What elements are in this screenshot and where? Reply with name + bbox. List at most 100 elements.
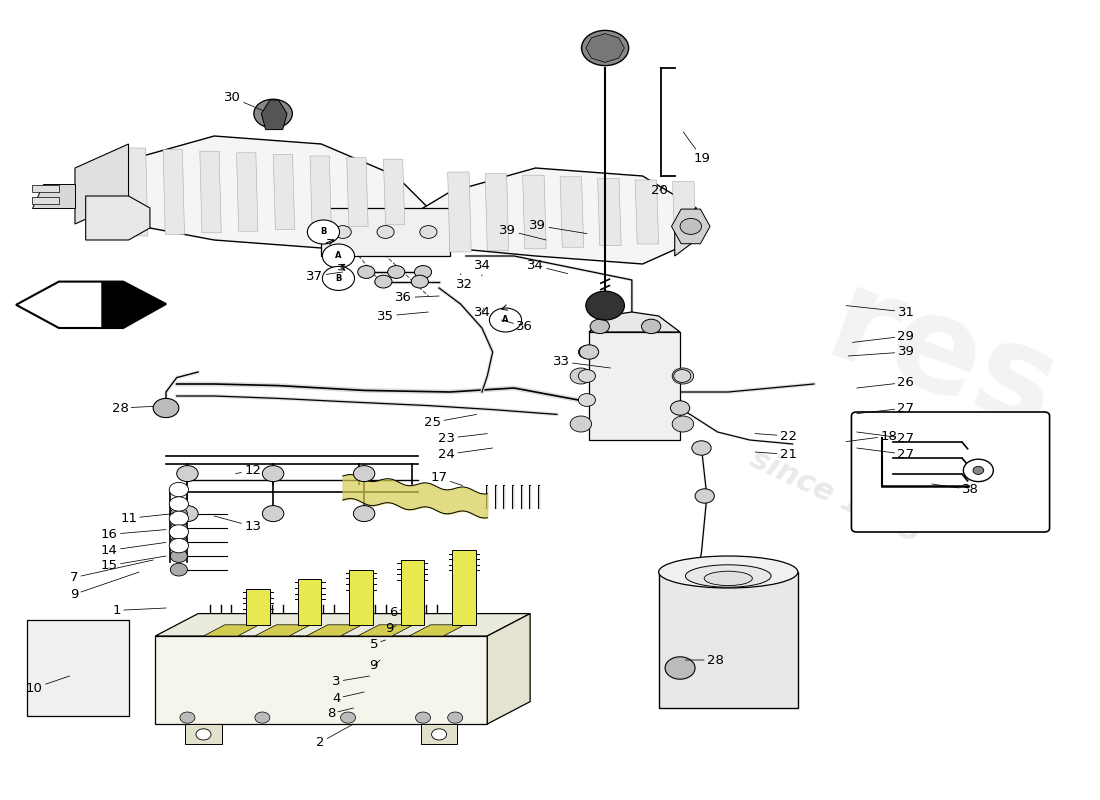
Circle shape (341, 712, 355, 723)
Text: 5: 5 (370, 638, 386, 650)
Polygon shape (635, 180, 659, 244)
Polygon shape (321, 208, 450, 256)
Polygon shape (255, 625, 310, 636)
Polygon shape (597, 178, 622, 246)
Text: 34: 34 (474, 306, 491, 318)
Text: res: res (811, 261, 1074, 459)
Text: 39: 39 (848, 346, 914, 358)
Circle shape (670, 401, 690, 415)
Circle shape (177, 506, 198, 522)
Circle shape (672, 416, 694, 432)
Circle shape (153, 398, 179, 418)
Polygon shape (200, 151, 221, 233)
Polygon shape (101, 282, 166, 328)
Text: 33: 33 (553, 355, 610, 368)
Text: 20: 20 (651, 184, 668, 197)
Polygon shape (204, 625, 260, 636)
Text: 34: 34 (527, 259, 568, 274)
Text: 4: 4 (332, 692, 364, 705)
Circle shape (170, 507, 187, 520)
Circle shape (420, 226, 437, 238)
Circle shape (263, 466, 284, 482)
Text: 6: 6 (388, 606, 401, 618)
Polygon shape (246, 589, 270, 625)
Polygon shape (75, 136, 428, 248)
Circle shape (680, 218, 702, 234)
Circle shape (416, 712, 430, 723)
Polygon shape (448, 172, 471, 252)
Text: 26: 26 (857, 376, 914, 389)
Text: A: A (503, 315, 509, 325)
Text: 27: 27 (857, 448, 914, 461)
Circle shape (448, 712, 463, 723)
Polygon shape (32, 185, 59, 192)
Text: 39: 39 (499, 224, 547, 240)
Circle shape (579, 370, 595, 382)
Circle shape (353, 466, 375, 482)
Text: 30: 30 (224, 91, 263, 110)
Text: 28: 28 (111, 402, 153, 414)
Text: 24: 24 (438, 448, 493, 461)
Circle shape (170, 563, 187, 576)
Polygon shape (163, 150, 185, 234)
Polygon shape (86, 196, 150, 240)
Text: 23: 23 (438, 432, 487, 445)
Circle shape (254, 99, 293, 128)
Polygon shape (155, 636, 487, 724)
Text: 29: 29 (852, 330, 914, 342)
Text: B: B (336, 274, 342, 283)
Circle shape (169, 482, 188, 497)
Circle shape (263, 506, 284, 522)
Polygon shape (262, 100, 287, 130)
Circle shape (666, 657, 695, 679)
Text: 13: 13 (214, 516, 261, 533)
Text: 39: 39 (529, 219, 587, 234)
Polygon shape (358, 625, 414, 636)
Polygon shape (421, 724, 458, 744)
Polygon shape (560, 177, 584, 247)
Text: 27: 27 (857, 432, 914, 445)
Polygon shape (485, 174, 508, 250)
Text: 19: 19 (683, 132, 711, 165)
Text: 10: 10 (26, 676, 69, 694)
Text: 14: 14 (101, 542, 166, 557)
Text: 11: 11 (120, 512, 174, 525)
Text: 9: 9 (386, 622, 396, 634)
Circle shape (255, 712, 270, 723)
Circle shape (580, 345, 598, 359)
Text: 28: 28 (685, 654, 724, 666)
Text: 9: 9 (69, 572, 140, 601)
Text: 8: 8 (327, 707, 353, 720)
Text: 21: 21 (755, 448, 796, 461)
Polygon shape (155, 614, 530, 636)
Polygon shape (349, 570, 373, 625)
Polygon shape (273, 154, 295, 230)
Polygon shape (32, 197, 59, 204)
Text: 37: 37 (307, 270, 343, 282)
Circle shape (579, 346, 595, 358)
Ellipse shape (685, 565, 771, 587)
Text: 27: 27 (857, 402, 914, 414)
Text: 36: 36 (502, 320, 534, 333)
Text: 9: 9 (370, 659, 381, 672)
Text: 36: 36 (396, 291, 439, 304)
Circle shape (570, 416, 592, 432)
Circle shape (570, 368, 592, 384)
Polygon shape (306, 625, 362, 636)
Polygon shape (32, 184, 75, 208)
Circle shape (964, 459, 993, 482)
Text: 7: 7 (69, 560, 153, 584)
Circle shape (307, 220, 340, 244)
Text: 18: 18 (846, 430, 898, 442)
Circle shape (322, 244, 354, 268)
Circle shape (358, 266, 375, 278)
Polygon shape (16, 282, 166, 328)
Circle shape (177, 466, 198, 482)
Text: 31: 31 (846, 306, 914, 318)
Circle shape (377, 226, 394, 238)
Text: 1: 1 (112, 604, 166, 617)
Circle shape (692, 441, 711, 455)
Circle shape (180, 712, 195, 723)
Polygon shape (26, 620, 129, 716)
Polygon shape (487, 614, 530, 724)
